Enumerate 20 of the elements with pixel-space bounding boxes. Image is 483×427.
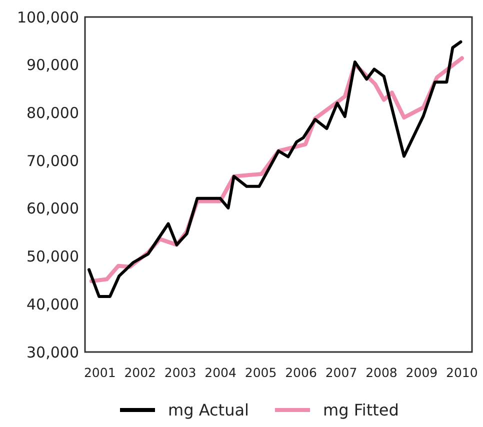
x-tick-label: 2003 (164, 365, 196, 380)
legend-label: mg Fitted (323, 400, 399, 420)
y-tick-label: 40,000 (26, 295, 79, 314)
x-tick-label: 2001 (84, 365, 116, 380)
x-tick-label: 2002 (124, 365, 156, 380)
legend-label: mg Actual (168, 400, 249, 420)
x-tick-label: 2009 (406, 365, 438, 380)
x-tick-label: 2004 (204, 365, 237, 380)
y-tick-label: 50,000 (26, 248, 79, 266)
y-tick-label: 60,000 (26, 200, 79, 218)
y-tick-label: 80,000 (26, 104, 79, 122)
x-tick-label: 2006 (285, 365, 317, 380)
x-tick-label: 2010 (446, 365, 478, 380)
y-tick-label: 90,000 (26, 56, 79, 74)
x-tick-label: 2008 (366, 365, 398, 380)
x-tick-label: 2005 (244, 365, 277, 380)
y-tick-label: 30,000 (26, 343, 79, 362)
y-tick-label: 100,000 (16, 8, 79, 26)
x-tick-label: 2007 (325, 365, 358, 380)
y-tick-label: 70,000 (26, 152, 79, 170)
